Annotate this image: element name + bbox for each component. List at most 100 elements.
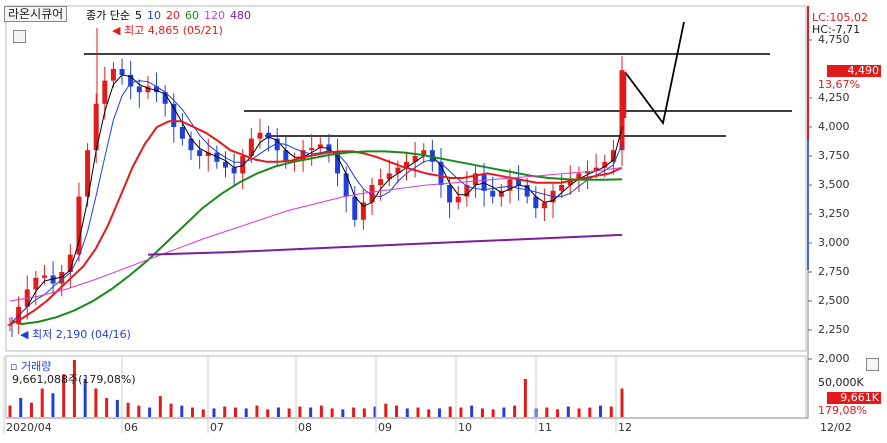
candle-body [274,138,280,151]
ma480-line [147,233,623,256]
candle-body [524,185,530,197]
candle-body [197,150,203,156]
ma-legend-item[interactable]: 종가 단순 [86,9,130,22]
price-tick-label: 2,750 [818,265,850,278]
candle-body [136,86,142,93]
candle-body [102,80,108,104]
volume-bar [352,407,356,417]
volume-bar [405,408,409,417]
candle-body [559,185,565,191]
candle-body [231,167,237,174]
date-tick-label: 06 [124,421,138,434]
candle-body [257,132,263,139]
candle-body [610,150,616,162]
ma-legend-item[interactable]: 20 [165,9,180,22]
candle-body [248,138,254,156]
price-tick-label: 4,750 [818,33,850,46]
ma60-line [19,150,623,326]
volume-bar [620,388,624,417]
volume-bar [137,405,141,417]
price-tick-label: 2,000 [818,352,850,365]
candle-body [498,190,504,197]
candle-body [205,152,211,156]
candle-body [41,275,47,278]
candle-body [378,179,384,185]
volume-bar [169,403,173,417]
volume-bar [180,405,184,417]
candle-body [110,69,116,81]
volume-bar [448,406,452,417]
candle-body [309,147,315,151]
candle-body [438,161,444,185]
ma120-line [9,167,623,302]
change-pct-label: 13,67% [818,78,860,91]
candle-body [85,150,91,197]
candle-body [619,70,625,151]
volume-bar [105,398,109,417]
collapse-icon[interactable]: ▫ [10,360,18,373]
volume-bar [223,406,227,417]
candle-body [404,161,410,168]
ma-legend-item[interactable]: 480 [229,9,251,22]
candle-body [585,171,591,174]
left-arrow-icon: ◀ [112,24,121,37]
ma-legend-item[interactable]: 5 [134,9,142,22]
grid-icon[interactable] [13,30,26,43]
volume-value-tag: 9,661K [827,392,881,404]
candle-body [119,69,125,75]
candle-body [593,167,599,172]
price-tick-label: 2,250 [818,323,850,336]
candle-body [455,196,461,203]
candle-body [472,173,478,185]
candle-body [128,74,134,87]
candle-body [154,86,160,93]
candle-body [352,196,358,220]
volume-bar [609,406,613,417]
volume-bar [201,409,205,417]
volume-bar [556,409,560,417]
projection-path [624,21,685,126]
volume-bar [480,408,484,417]
volume-panel-menu-button[interactable] [866,358,879,371]
candle-body [93,103,99,151]
candle-body [541,202,547,209]
volume-bar [94,388,98,417]
volume-bar [341,409,345,417]
volume-bar [298,406,302,417]
price-panel-frame [5,5,807,352]
candle-body [602,161,608,168]
candle-body [50,275,56,284]
ma-legend[interactable]: 종가 단순 5 10 20 60 120 480 [86,9,256,22]
volume-bars [8,360,624,417]
date-tick-label: 08 [298,421,312,434]
volume-bar [19,398,23,417]
volume-bar [287,408,291,417]
volume-bar [212,408,216,417]
date-tick-label: 12/02 [820,421,852,434]
high-annotation: ◀ 최고 4,865 (05/21) [112,24,223,37]
candle-body [481,173,487,191]
volume-bar [395,405,399,417]
candle-body [490,190,496,197]
candle-body [317,144,323,148]
volume-bar [384,403,388,417]
volume-bar [319,405,323,417]
volume-axis-label: 50,000K [818,376,864,389]
volume-bar [309,407,313,417]
volume-bar [330,408,334,417]
stock-name-button[interactable]: 라온시큐어 [4,6,68,22]
candle-body [67,254,73,272]
volume-bar [62,374,66,417]
volume-bar [115,399,119,417]
volume-bar [437,408,441,417]
candle-body [240,156,246,174]
ma-legend-item[interactable]: 10 [146,9,161,22]
candle-body [343,173,349,197]
ma20-line [9,120,623,326]
volume-bar [51,393,55,417]
ma-legend-item[interactable]: 120 [203,9,225,22]
volume-bar [459,407,463,417]
ma-legend-item[interactable]: 60 [184,9,199,22]
left-arrow-icon: ◀ [20,328,29,341]
